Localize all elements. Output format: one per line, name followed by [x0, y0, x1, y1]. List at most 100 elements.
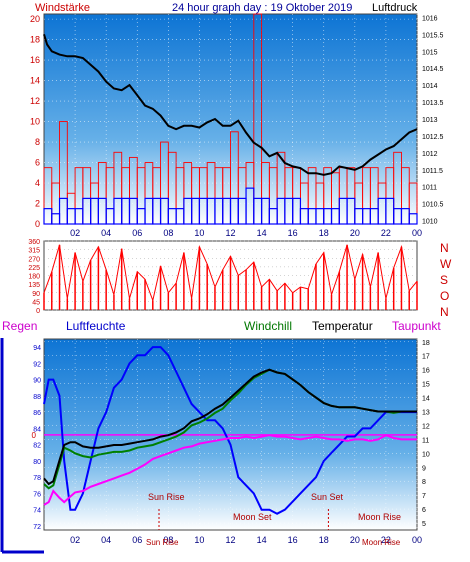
legend-windchill: Windchill	[244, 319, 292, 333]
event-sun-rise: Sun Rise	[148, 492, 185, 502]
direction-label-n-bottom: N	[440, 305, 449, 319]
y-right-tick-label: 1011	[422, 185, 437, 192]
direction-tick-label: 135	[28, 282, 40, 289]
humidity-tick-label: 94	[33, 345, 41, 352]
x-tick-label: 00	[412, 535, 422, 545]
x-tick-label: 12	[225, 535, 235, 545]
temperature-tick-label: 7	[422, 493, 426, 500]
temperature-tick-label: 16	[422, 368, 430, 375]
x-tick-label: 22	[381, 228, 391, 238]
x-tick-label: 04	[101, 228, 111, 238]
temperature-tick-label: 5	[422, 521, 426, 528]
x-tick-label: 08	[163, 228, 173, 238]
y-left-tick-label: 20	[30, 14, 40, 24]
direction-tick-label: 0	[36, 308, 40, 315]
event-sun-rise-axis: Sun Rise	[146, 538, 179, 547]
y-right-tick-label: 1015	[422, 49, 438, 56]
wind-pressure-chart: 0246810121416182010101010.510111011.5101…	[30, 13, 444, 238]
y-left-tick-label: 4	[35, 178, 40, 188]
y-right-tick-label: 1013	[422, 117, 438, 124]
y-right-tick-label: 1016	[422, 15, 438, 22]
y-right-tick-label: 1010	[422, 219, 438, 226]
y-left-tick-label: 0	[35, 219, 40, 229]
humidity-tick-label: 82	[33, 443, 41, 450]
humidity-tick-label: 74	[33, 508, 41, 515]
event-sun-set: Sun Set	[311, 492, 344, 502]
rain-value-label: 0	[32, 431, 37, 440]
x-tick-label: 18	[319, 228, 329, 238]
x-tick-label: 14	[257, 535, 267, 545]
event-moon-rise: Moon Rise	[358, 512, 401, 522]
y-left-tick-label: 6	[35, 158, 40, 168]
humidity-tick-label: 72	[33, 524, 41, 531]
x-tick-label: 20	[350, 535, 360, 545]
page-title: 24 hour graph day : 19 Oktober 2019	[172, 2, 352, 14]
wind-strength-label: Windstärke	[35, 2, 90, 14]
legend-luftfeuchte: Luftfeuchte	[66, 319, 126, 333]
humidity-tick-label: 84	[33, 426, 41, 433]
x-tick-label: 10	[194, 228, 204, 238]
humidity-tick-label: 88	[33, 394, 41, 401]
y-left-tick-label: 16	[30, 55, 40, 65]
x-tick-label: 10	[194, 535, 204, 545]
legend-temperatur: Temperatur	[312, 319, 373, 333]
pressure-label: Luftdruck	[372, 2, 418, 14]
x-tick-label: 20	[350, 228, 360, 238]
direction-tick-label: 90	[32, 291, 40, 298]
x-tick-label: 18	[319, 535, 329, 545]
x-tick-label: 16	[288, 228, 298, 238]
humidity-tick-label: 78	[33, 475, 41, 482]
x-tick-label: 16	[288, 535, 298, 545]
y-left-tick-label: 10	[30, 117, 40, 127]
temperature-tick-label: 6	[422, 507, 426, 514]
y-right-tick-label: 1010.5	[422, 202, 444, 209]
x-tick-label: 02	[70, 535, 80, 545]
x-tick-label: 06	[132, 535, 142, 545]
y-left-tick-label: 12	[30, 96, 40, 106]
y-right-tick-label: 1014	[422, 83, 438, 90]
temperature-tick-label: 10	[422, 451, 430, 458]
x-tick-label: 04	[101, 535, 111, 545]
temperature-tick-label: 8	[422, 479, 426, 486]
direction-tick-label: 225	[28, 265, 40, 272]
direction-label-s: S	[440, 273, 448, 287]
legend-taupunkt: Taupunkt	[392, 319, 441, 333]
y-left-tick-label: 14	[30, 76, 40, 86]
direction-label-n-top: N	[440, 241, 449, 255]
temperature-tick-label: 13	[422, 409, 430, 416]
y-left-tick-label: 2	[35, 199, 40, 209]
direction-tick-label: 360	[28, 239, 40, 246]
temperature-tick-label: 12	[422, 423, 430, 430]
direction-label-o: O	[440, 289, 449, 303]
x-tick-label: 06	[132, 228, 142, 238]
direction-tick-label: 315	[28, 248, 40, 255]
y-left-tick-label: 18	[30, 35, 40, 45]
pressure-line	[43, 34, 418, 176]
temperature-tick-label: 14	[422, 396, 430, 403]
y-right-tick-label: 1012	[422, 151, 438, 158]
humidity-tick-label: 76	[33, 491, 41, 498]
direction-tick-label: 45	[32, 299, 40, 306]
y-right-tick-label: 1011.5	[422, 168, 443, 175]
dewpoint-line	[43, 434, 417, 506]
direction-tick-label: 180	[28, 274, 40, 281]
humidity-tick-label: 92	[33, 361, 41, 368]
humidity-line	[43, 346, 417, 515]
x-tick-label: 12	[225, 228, 235, 238]
y-left-tick-label: 8	[35, 137, 40, 147]
x-tick-label: 02	[70, 228, 80, 238]
direction-label-w: W	[440, 257, 452, 271]
y-right-tick-label: 1015.5	[422, 32, 444, 39]
y-right-tick-label: 1012.5	[422, 134, 444, 141]
temperature-tick-label: 17	[422, 354, 430, 361]
x-tick-label: 14	[257, 228, 267, 238]
event-moon-rise-axis: Moon Rise	[362, 538, 401, 547]
temperature-tick-label: 18	[422, 340, 430, 347]
x-tick-label: 22	[381, 535, 391, 545]
temperature-tick-label: 15	[422, 382, 430, 389]
humidity-tick-label: 90	[33, 378, 41, 385]
y-right-tick-label: 1014.5	[422, 66, 444, 73]
direction-tick-label: 270	[28, 256, 40, 263]
